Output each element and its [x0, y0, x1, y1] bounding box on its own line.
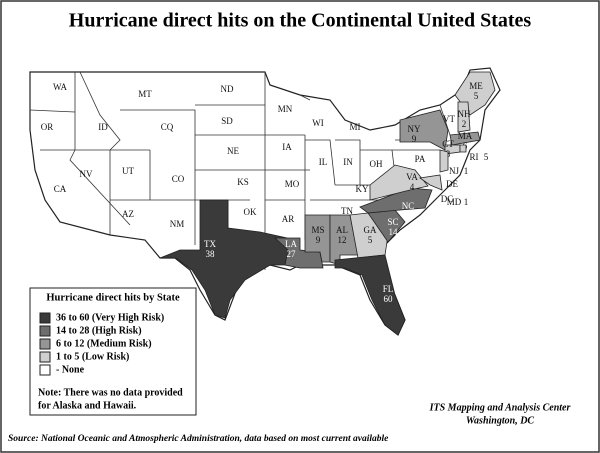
state-value: 14 [389, 227, 399, 237]
state-label: PA [415, 154, 426, 164]
state-value: 60 [384, 294, 394, 304]
state-label: ID [98, 122, 108, 132]
state-label: AZ [122, 209, 134, 219]
state-label: OH [370, 159, 383, 169]
legend-box [29, 287, 197, 416]
legend: 36 to 60 (Very High Risk) 14 to 28 (High … [39, 312, 164, 376]
state-label: TN [341, 206, 353, 216]
state-label: IN [343, 157, 353, 167]
state-label: NM [170, 219, 185, 229]
state-label: NC [402, 201, 415, 211]
state-label: VT [443, 114, 455, 124]
legend-label: 36 to 60 (Very High Risk) [56, 312, 164, 323]
legend-swatch [39, 364, 51, 376]
legend-swatch [39, 338, 51, 350]
state-label: NV [80, 169, 93, 179]
state-shape [349, 212, 389, 259]
credit-line: ITS Mapping and Analysis Center [429, 402, 571, 413]
state-value: 9 [412, 134, 417, 144]
legend-title: Hurricane direct hits by State [46, 292, 180, 303]
state-label: IA [282, 142, 292, 152]
state-label: ND [221, 84, 234, 94]
state-label: MA [458, 131, 473, 141]
state-label: MO [285, 179, 300, 189]
state-shape [418, 174, 443, 191]
state-shape [449, 131, 481, 146]
state-shape [334, 254, 406, 336]
state-label: IL [319, 157, 328, 167]
state-label: OK [244, 207, 257, 217]
state-value: 1 [464, 166, 469, 176]
state-label: CO [172, 174, 185, 184]
state-value: 38 [206, 249, 216, 259]
state-label: CQ [161, 122, 174, 132]
source: Source: National Oceanic and Atmospheric… [8, 434, 389, 444]
title: Hurricane direct hits on the Continental… [69, 10, 532, 32]
states: WA OR CA NV ID MT CQ UT AZ NM CO ND SD NE KS OK MN IA MO AR… [41, 71, 496, 336]
legend-label: 6 to 12 (Medium Risk) [56, 338, 152, 349]
state-label: DE [446, 179, 458, 189]
state-label: RI [470, 152, 479, 162]
state-label: KS [237, 177, 249, 187]
state-value: 1 [464, 197, 469, 207]
state-label: FL [383, 284, 394, 294]
legend-label: 1 to 5 (Low Risk) [56, 351, 129, 362]
state-label: ME [469, 81, 483, 91]
legend-swatch [39, 351, 51, 363]
state-label: MS [311, 225, 324, 235]
state-label: KY [356, 184, 369, 194]
state-label: MD [447, 197, 462, 207]
note-line: for Alaska and Hawaii. [38, 400, 137, 411]
state-label: MT [138, 89, 152, 99]
state-value: 5 [368, 235, 373, 245]
state-label: NY [408, 124, 421, 134]
legend-swatch [39, 325, 51, 337]
state-shape [273, 237, 324, 269]
state-label: SC [387, 217, 398, 227]
state-label: DC [441, 194, 454, 204]
state-shape [459, 144, 467, 153]
legend-label: - None [56, 364, 85, 375]
state-shape [457, 101, 471, 133]
state-label: LA [285, 239, 297, 249]
state-label: CT [442, 139, 454, 149]
state-label: NH [458, 109, 471, 119]
legend-swatch [39, 312, 51, 324]
credit-line: Washington, DC [466, 415, 535, 426]
state-label: GA [364, 225, 377, 235]
state-value: 4 [410, 182, 415, 192]
state-value: 28 [404, 211, 414, 221]
state-label: CA [54, 184, 67, 194]
state-shape [439, 149, 449, 173]
state-label: NE [227, 146, 239, 156]
state-label: MN [278, 104, 293, 114]
state-value: 9 [316, 235, 321, 245]
state-label: MI [350, 122, 361, 132]
state-label: AL [336, 225, 348, 235]
state-value: 2 [462, 119, 467, 129]
state-value: 5 [484, 152, 489, 162]
state-shape [159, 199, 289, 319]
state-label: AR [282, 214, 295, 224]
state-value: 5 [474, 91, 479, 101]
state-label: OR [41, 122, 54, 132]
state-value: 27 [287, 249, 297, 259]
note-line: Note: There was no data provided [38, 387, 183, 398]
state-shape [369, 164, 429, 201]
state-label: VA [406, 172, 418, 182]
state-value: 12 [338, 235, 347, 245]
state-label: UT [122, 166, 134, 176]
legend-label: 14 to 28 (High Risk) [56, 325, 142, 336]
state-label: WI [312, 118, 324, 128]
state-label: NJ [449, 166, 459, 176]
state-label: TX [204, 239, 216, 249]
state-label: WA [53, 82, 67, 92]
state-label: SD [221, 116, 233, 126]
